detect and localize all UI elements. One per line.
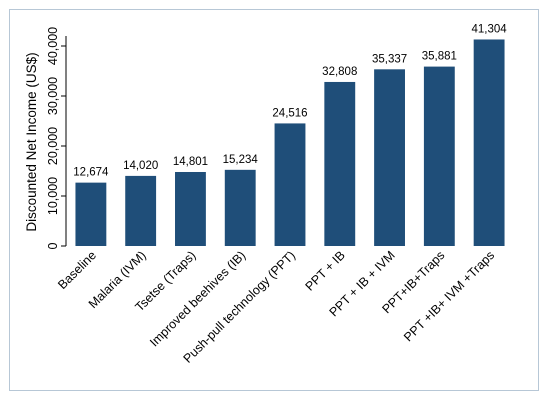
data-label: 41,304 xyxy=(472,23,508,35)
bar xyxy=(175,171,206,246)
bar xyxy=(374,69,405,246)
data-label: 32,808 xyxy=(322,66,357,78)
y-tick-label: 20,000 xyxy=(46,127,60,165)
x-category-label: PPT +IB+ IVM +Traps xyxy=(401,248,497,344)
data-label: 14,801 xyxy=(173,156,208,168)
y-axis-label: Discounted Net Income (US$) xyxy=(24,52,39,231)
data-label: 24,516 xyxy=(272,107,307,119)
bar xyxy=(473,39,505,247)
bar xyxy=(224,169,256,246)
y-tick-label: 30,000 xyxy=(46,77,60,115)
data-label: 12,674 xyxy=(73,167,109,179)
data-label: 14,020 xyxy=(123,160,158,172)
y-tick-label: 40,000 xyxy=(46,27,60,65)
x-category-label: Improved beehives (IB) xyxy=(147,248,248,349)
data-label: 35,337 xyxy=(372,53,407,65)
x-category-label: PPT + IB xyxy=(303,248,348,293)
y-tick-label: 0 xyxy=(46,242,60,249)
bar xyxy=(75,182,107,246)
x-category-label: Baseline xyxy=(55,248,99,292)
data-label: 15,234 xyxy=(223,154,259,166)
bar xyxy=(125,175,157,246)
y-tick-label: 10,000 xyxy=(46,177,60,215)
bar xyxy=(423,66,455,246)
bar xyxy=(274,123,306,246)
data-label: 35,881 xyxy=(422,51,457,63)
bar xyxy=(324,81,356,247)
